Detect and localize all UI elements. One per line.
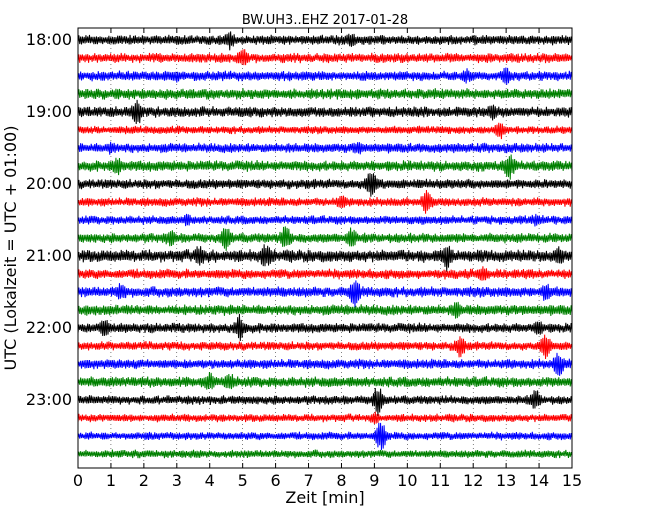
- trace-2145: [77, 301, 573, 319]
- trace-1815: [77, 49, 573, 66]
- grid-lines: [110, 28, 540, 468]
- x-tick-label: 14: [529, 471, 549, 490]
- x-tick-label: 1: [106, 471, 116, 490]
- x-axis-label: Zeit [min]: [285, 488, 364, 507]
- trace-group: [77, 31, 573, 459]
- x-tick-label: 6: [271, 471, 281, 490]
- trace-2015: [77, 190, 573, 214]
- y-axis-ticks: 18:00 19:00 20:00 21:00 22:00 23:00: [26, 30, 572, 409]
- trace-2200: [77, 313, 573, 342]
- x-tick-label: 13: [496, 471, 516, 490]
- x-tick-label: 9: [369, 471, 379, 490]
- trace-2300: [77, 387, 573, 417]
- y-tick-label: 23:00: [26, 390, 72, 409]
- y-axis-label: UTC (Lokalzeit = UTC + 01:00): [1, 126, 20, 371]
- trace-2030: [77, 213, 573, 227]
- trace-2315: [77, 411, 573, 424]
- x-axis-ticks: 0 1 2 3 4 5 6 7 8 9 10 11 12 13 14 15: [73, 28, 582, 490]
- trace-2230: [77, 352, 573, 376]
- x-tick-label: 2: [139, 471, 149, 490]
- y-tick-label: 22:00: [26, 318, 72, 337]
- x-tick-label: 15: [562, 471, 582, 490]
- trace-2045: [77, 226, 573, 251]
- trace-2130: [77, 280, 573, 308]
- chart-title: BW.UH3..EHZ 2017-01-28: [242, 13, 408, 28]
- trace-1930: [77, 141, 573, 155]
- x-tick-label: 3: [172, 471, 182, 490]
- trace-1845: [77, 88, 573, 100]
- trace-2115: [77, 266, 573, 281]
- x-tick-label: 11: [430, 471, 450, 490]
- y-tick-label: 18:00: [26, 30, 72, 49]
- trace-1915: [77, 122, 573, 140]
- trace-1900: [77, 99, 573, 124]
- y-tick-label: 19:00: [26, 102, 72, 121]
- trace-2245: [77, 372, 573, 390]
- trace-2330: [77, 422, 573, 450]
- x-tick-label: 0: [73, 471, 83, 490]
- y-tick-label: 20:00: [26, 174, 72, 193]
- plot-frame: [77, 27, 573, 469]
- trace-1830: [77, 67, 573, 85]
- trace-1800: [77, 31, 573, 51]
- x-tick-label: 5: [238, 471, 248, 490]
- x-tick-label: 10: [397, 471, 417, 490]
- trace-2100: [77, 244, 573, 272]
- x-tick-label: 4: [205, 471, 215, 490]
- x-tick-label: 7: [303, 471, 313, 490]
- y-tick-label: 21:00: [26, 246, 72, 265]
- trace-2215: [77, 334, 573, 360]
- x-tick-label: 8: [336, 471, 346, 490]
- trace-2345: [77, 449, 573, 459]
- x-tick-label: 12: [463, 471, 483, 490]
- trace-2000: [77, 173, 573, 197]
- trace-1945: [77, 154, 573, 180]
